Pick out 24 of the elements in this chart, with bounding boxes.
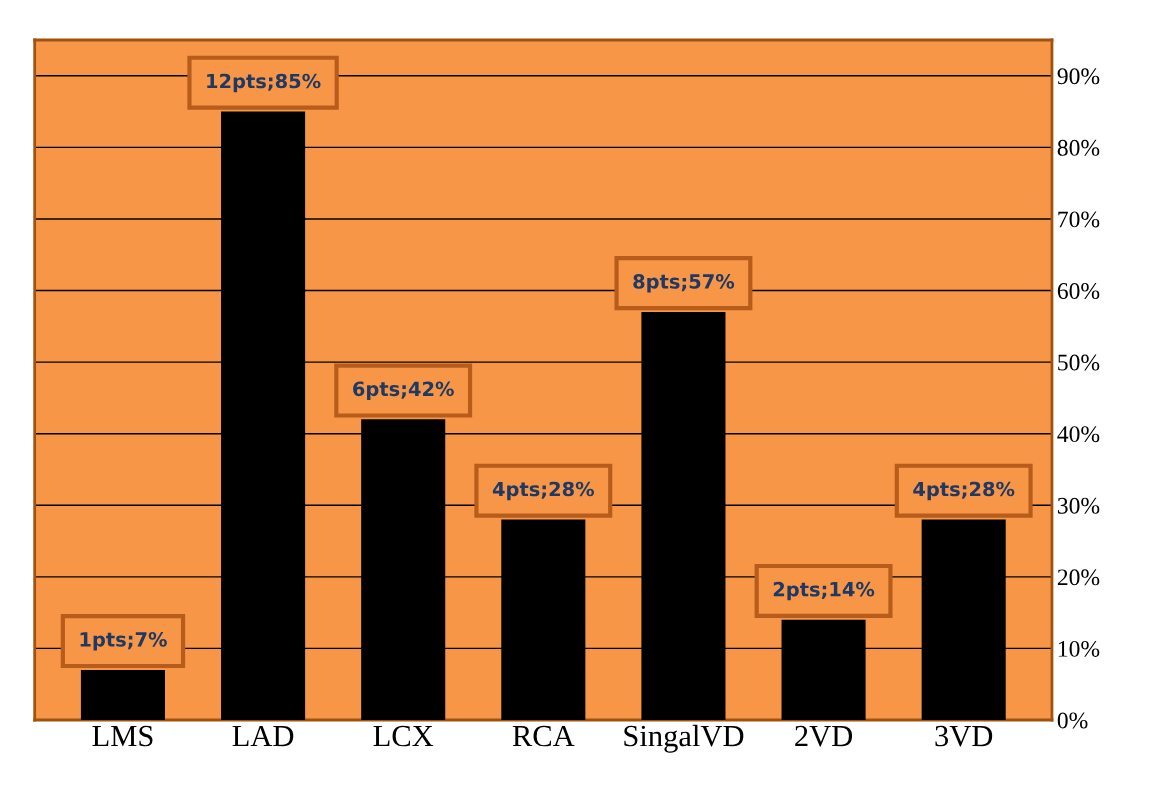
y-tick-label: 60% xyxy=(1057,283,1100,300)
data-label: 1pts;7% xyxy=(80,631,167,651)
y-tick-label: 10% xyxy=(1058,640,1100,657)
y-tick-label: 0% xyxy=(1057,712,1088,729)
x-tick-label: 3VD xyxy=(935,725,993,747)
y-tick-label: 30% xyxy=(1057,497,1100,514)
y-tick-label: 70% xyxy=(1058,211,1100,228)
y-tick-label: 40% xyxy=(1057,426,1100,443)
y-tick-label: 90% xyxy=(1057,68,1100,85)
data-label: 4pts;28% xyxy=(913,481,1015,501)
x-tick-label: SingalVD xyxy=(624,724,744,753)
x-tick-label: LMS xyxy=(92,725,153,747)
data-label: 12pts;85% xyxy=(207,73,321,93)
x-tick-label: LCX xyxy=(373,725,434,747)
data-label: 2pts;14% xyxy=(773,581,875,601)
y-tick-label: 20% xyxy=(1057,569,1100,586)
y-tick-label: 80% xyxy=(1057,139,1100,156)
data-label: 8pts;57% xyxy=(633,274,735,293)
y-tick-label: 50% xyxy=(1058,354,1100,371)
data-label: 6pts;42% xyxy=(353,381,454,400)
data-label: 4pts;28% xyxy=(492,481,595,501)
x-tick-label: 2VD xyxy=(795,725,853,747)
x-tick-label: RCA xyxy=(512,725,575,747)
x-tick-label: LAD xyxy=(232,725,294,747)
